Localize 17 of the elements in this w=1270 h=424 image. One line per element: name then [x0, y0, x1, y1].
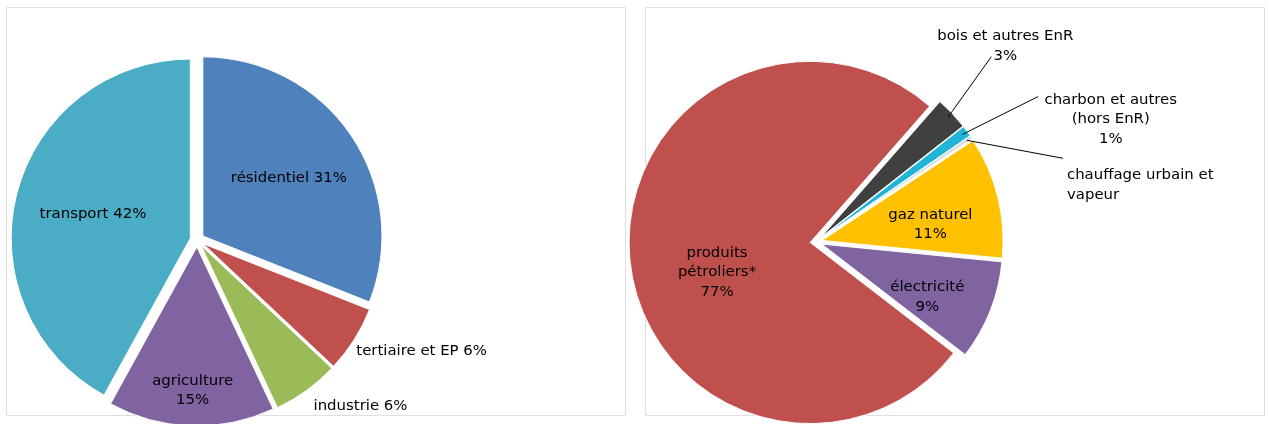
data-label: 1%: [1098, 129, 1123, 148]
data-label: 3%: [993, 45, 1018, 64]
slice-label: chauffage urbain et vapeur: [1066, 165, 1214, 204]
slice-label: gaz naturel: [888, 204, 973, 223]
data-label: 77%: [700, 282, 734, 301]
data-label: 11%: [913, 224, 947, 243]
slice-label: électricité: [890, 276, 965, 295]
data-label: 9%: [915, 296, 940, 315]
slice-label: transport 42%: [39, 204, 147, 223]
slice-label: charbon et autres (hors EnR): [1044, 89, 1178, 128]
slice-label: tertiaire et EP 6%: [356, 341, 487, 360]
slice-label: industrie 6%: [313, 396, 408, 415]
slice-label: produits pétroliers*: [677, 242, 757, 281]
slice-label: bois et autres EnR: [937, 25, 1074, 44]
slice-label: résidentiel 31%: [230, 168, 348, 187]
slice-label: agriculture: [152, 370, 234, 389]
data-label: 15%: [176, 390, 210, 409]
